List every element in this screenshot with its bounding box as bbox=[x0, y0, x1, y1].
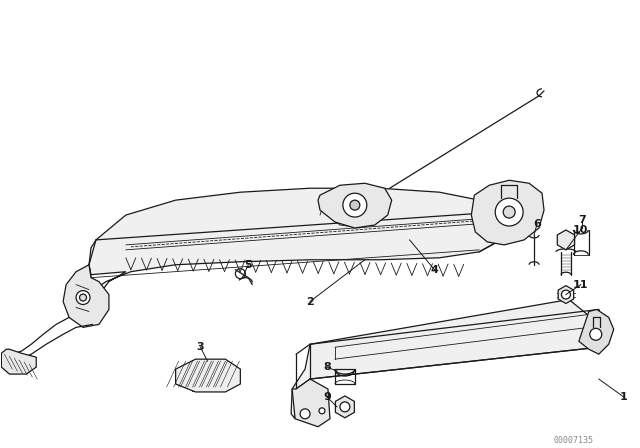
Circle shape bbox=[79, 294, 86, 301]
Circle shape bbox=[300, 409, 310, 419]
Text: 11: 11 bbox=[573, 280, 589, 289]
Polygon shape bbox=[292, 379, 330, 427]
Text: 9: 9 bbox=[323, 392, 331, 402]
Text: 4: 4 bbox=[431, 265, 438, 275]
Circle shape bbox=[319, 408, 325, 414]
Text: 1: 1 bbox=[620, 392, 628, 402]
Circle shape bbox=[340, 402, 350, 412]
Polygon shape bbox=[1, 349, 36, 374]
Circle shape bbox=[503, 206, 515, 218]
Polygon shape bbox=[557, 230, 575, 250]
Text: 7: 7 bbox=[578, 215, 586, 225]
Polygon shape bbox=[318, 183, 392, 228]
Circle shape bbox=[495, 198, 523, 226]
Circle shape bbox=[343, 193, 367, 217]
Polygon shape bbox=[558, 286, 573, 303]
Polygon shape bbox=[471, 180, 544, 245]
Polygon shape bbox=[86, 188, 504, 324]
Polygon shape bbox=[175, 359, 241, 392]
Polygon shape bbox=[291, 300, 605, 419]
Text: 6: 6 bbox=[533, 219, 541, 229]
Text: 00007135: 00007135 bbox=[554, 436, 594, 445]
Polygon shape bbox=[63, 265, 109, 327]
Text: 3: 3 bbox=[196, 342, 204, 352]
Polygon shape bbox=[579, 310, 614, 354]
Text: 8: 8 bbox=[323, 362, 331, 372]
Circle shape bbox=[561, 290, 570, 299]
Polygon shape bbox=[335, 396, 355, 418]
Text: 5: 5 bbox=[244, 260, 252, 270]
Circle shape bbox=[350, 200, 360, 210]
Circle shape bbox=[76, 291, 90, 305]
Circle shape bbox=[590, 328, 602, 340]
Text: 10: 10 bbox=[573, 225, 589, 235]
Text: 2: 2 bbox=[306, 297, 314, 306]
